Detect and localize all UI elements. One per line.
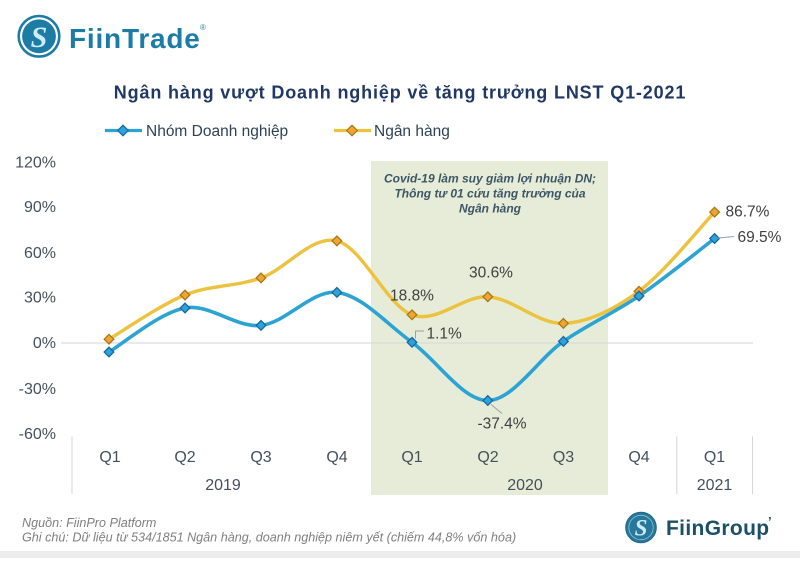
svg-text:2020: 2020 <box>507 477 543 494</box>
svg-text:86.7%: 86.7% <box>726 204 770 221</box>
svg-text:1.1%: 1.1% <box>427 326 463 343</box>
svg-text:2019: 2019 <box>205 477 241 494</box>
svg-text:’: ’ <box>768 514 772 529</box>
svg-text:60%: 60% <box>24 245 56 262</box>
svg-text:FiinGroup: FiinGroup <box>666 517 769 540</box>
svg-text:Q1: Q1 <box>99 449 120 466</box>
svg-text:Q3: Q3 <box>553 449 574 466</box>
svg-text:120%: 120% <box>15 155 56 172</box>
svg-text:Thông tư 01 cứu tăng trưởng củ: Thông tư 01 cứu tăng trưởng của <box>394 187 585 201</box>
svg-text:0%: 0% <box>33 335 56 352</box>
svg-text:Q1: Q1 <box>704 449 725 466</box>
svg-text:Ngân hàng: Ngân hàng <box>374 123 450 140</box>
svg-text:Q4: Q4 <box>628 449 649 466</box>
svg-text:Q2: Q2 <box>174 449 195 466</box>
svg-text:FiinTrade: FiinTrade <box>69 23 201 54</box>
svg-text:-37.4%: -37.4% <box>477 416 526 433</box>
svg-text:-30%: -30% <box>19 381 56 398</box>
svg-text:Q4: Q4 <box>326 449 347 466</box>
svg-text:Nhóm Doanh nghiệp: Nhóm Doanh nghiệp <box>146 123 288 140</box>
svg-text:Nguồn: FiinPro Platform: Nguồn: FiinPro Platform <box>22 516 156 530</box>
svg-text:S: S <box>31 21 48 54</box>
svg-text:®: ® <box>200 23 206 32</box>
svg-text:18.8%: 18.8% <box>390 288 434 305</box>
svg-text:Q3: Q3 <box>250 449 271 466</box>
svg-text:Ghi chú: Dữ liệu từ 534/1851 N: Ghi chú: Dữ liệu từ 534/1851 Ngân hàng, … <box>22 531 516 545</box>
svg-text:2021: 2021 <box>697 477 733 494</box>
svg-text:30.6%: 30.6% <box>469 265 513 282</box>
svg-text:69.5%: 69.5% <box>738 229 782 246</box>
svg-text:Ngân hàng vượt Doanh nghiệp về: Ngân hàng vượt Doanh nghiệp về tăng trưở… <box>114 83 686 103</box>
svg-text:90%: 90% <box>24 199 56 216</box>
svg-text:Q1: Q1 <box>401 449 422 466</box>
svg-text:S: S <box>635 516 648 541</box>
svg-text:Covid-19 làm suy giảm lợi nhuậ: Covid-19 làm suy giảm lợi nhuận DN; <box>384 172 596 186</box>
svg-text:30%: 30% <box>24 290 56 307</box>
svg-text:Q2: Q2 <box>477 449 498 466</box>
svg-text:Ngân hàng: Ngân hàng <box>459 202 522 216</box>
svg-text:-60%: -60% <box>19 426 56 443</box>
